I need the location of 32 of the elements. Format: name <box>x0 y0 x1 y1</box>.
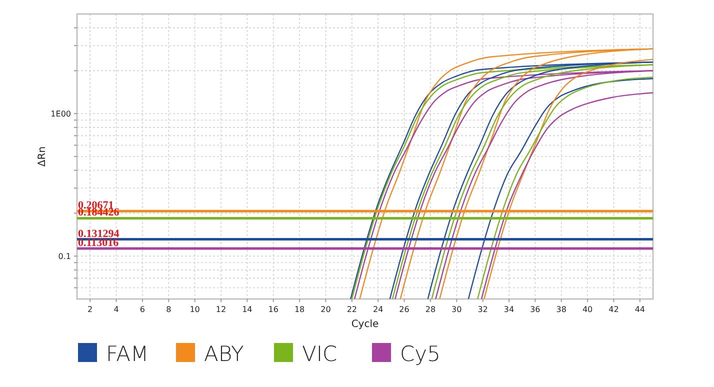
x-tick-label: 2 <box>88 305 93 314</box>
x-tick-label: 34 <box>504 305 514 314</box>
y-tick-label: 1E00 <box>50 110 71 119</box>
y-tick-label: 0.1 <box>58 252 71 262</box>
legend-label: VIC <box>302 342 338 366</box>
legend-label: Cy5 <box>400 342 440 366</box>
x-tick-label: 18 <box>294 305 305 314</box>
x-tick-label: 20 <box>320 305 331 314</box>
x-tick-label: 24 <box>372 305 384 314</box>
x-tick-label: 14 <box>242 305 252 314</box>
x-tick-label: 26 <box>399 305 410 314</box>
x-tick-label: 30 <box>452 305 462 314</box>
x-tick-label: 12 <box>216 305 226 314</box>
x-tick-label: 44 <box>634 305 646 314</box>
x-tick-label: 38 <box>556 305 566 314</box>
x-tick-label: 42 <box>608 305 619 314</box>
x-axis-title: Cycle <box>351 319 379 330</box>
x-tick-label: 28 <box>425 305 436 314</box>
ref-line-label: 0.131294 <box>78 228 120 240</box>
x-tick-label: 22 <box>346 305 358 314</box>
x-tick-label: 32 <box>478 305 488 314</box>
x-tick-label: 40 <box>582 305 593 314</box>
legend-label: ABY <box>204 342 244 366</box>
x-tick-label: 6 <box>140 305 145 314</box>
x-tick-label: 8 <box>166 305 172 314</box>
x-tick-label: 4 <box>114 305 119 314</box>
x-tick-label: 10 <box>190 305 200 314</box>
x-tick-label: 16 <box>268 305 278 314</box>
y-axis-title: ΔRn <box>37 146 48 167</box>
ref-line-label: 0.113016 <box>78 237 120 250</box>
x-tick-label: 36 <box>530 305 540 314</box>
legend-label: FAM <box>106 342 149 366</box>
